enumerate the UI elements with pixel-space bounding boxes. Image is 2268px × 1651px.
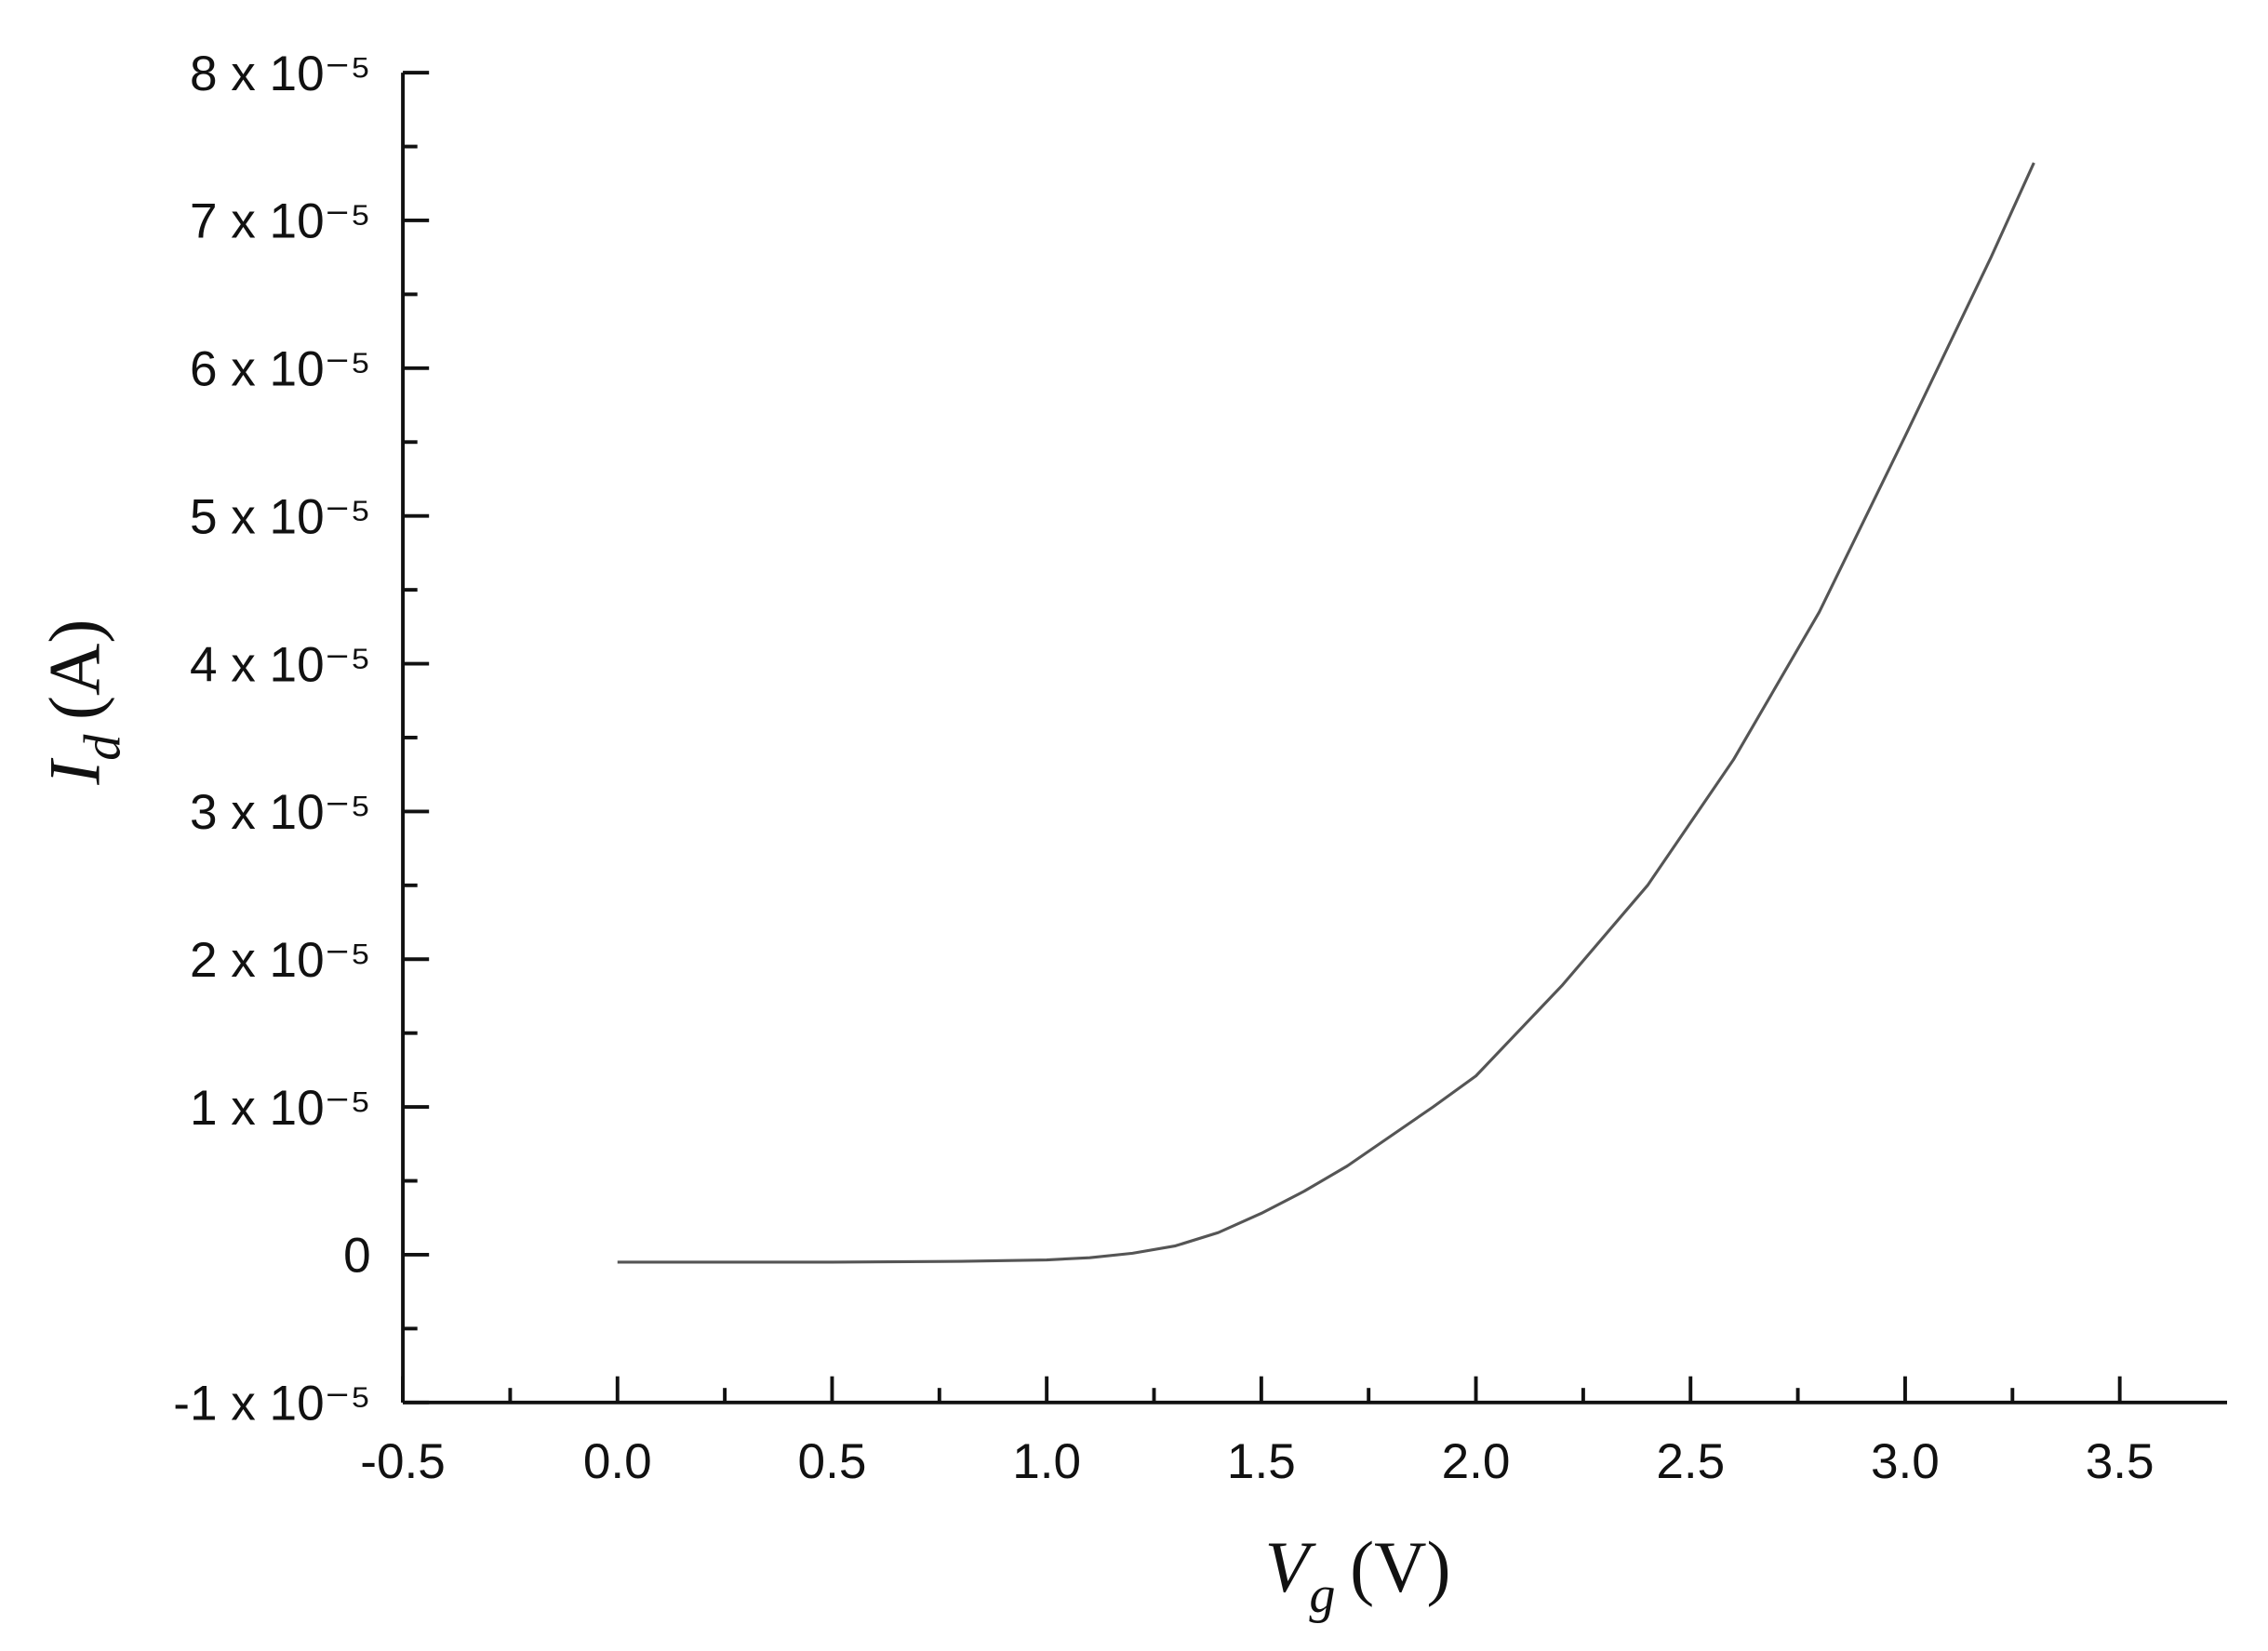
data-line <box>617 162 2035 1264</box>
y-tick-label: 8 x 10⁻⁵ <box>190 47 371 101</box>
x-tick-label: 2.5 <box>1656 1434 1725 1489</box>
y-tick-label: 6 x 10⁻⁵ <box>190 342 371 397</box>
x-label-symbol: V <box>1265 1526 1317 1607</box>
y-label-unit: (A) <box>34 619 115 720</box>
x-tick-label: 0.5 <box>798 1434 867 1489</box>
x-tick-label: 0.0 <box>583 1434 652 1489</box>
x-tick-label: -0.5 <box>360 1434 446 1489</box>
y-label-subscript: d <box>73 734 131 761</box>
x-tick-label: 2.0 <box>1442 1434 1511 1489</box>
y-tick-label: 7 x 10⁻⁵ <box>190 194 371 249</box>
y-tick-label: 4 x 10⁻⁵ <box>190 637 371 692</box>
x-axis-label: Vg (V) <box>1265 1526 1451 1624</box>
x-tick-label: 3.5 <box>2086 1434 2155 1489</box>
y-tick-label: 2 x 10⁻⁵ <box>190 933 371 988</box>
x-tick-label: 3.0 <box>1871 1434 1940 1489</box>
y-tick-label: 3 x 10⁻⁵ <box>190 785 371 840</box>
x-tick-label: 1.5 <box>1227 1434 1296 1489</box>
y-tick-label: 0 <box>343 1229 371 1284</box>
y-tick-label: 5 x 10⁻⁵ <box>190 489 371 544</box>
x-tick-label: 1.0 <box>1012 1434 1081 1489</box>
x-label-subscript: g <box>1309 1566 1335 1624</box>
y-label-symbol: I <box>34 757 115 786</box>
y-tick-label: -1 x 10⁻⁵ <box>173 1377 370 1431</box>
y-tick-label: 1 x 10⁻⁵ <box>190 1081 371 1136</box>
y-axis-label: Id (A) <box>34 619 132 786</box>
x-label-unit: (V) <box>1350 1526 1450 1607</box>
